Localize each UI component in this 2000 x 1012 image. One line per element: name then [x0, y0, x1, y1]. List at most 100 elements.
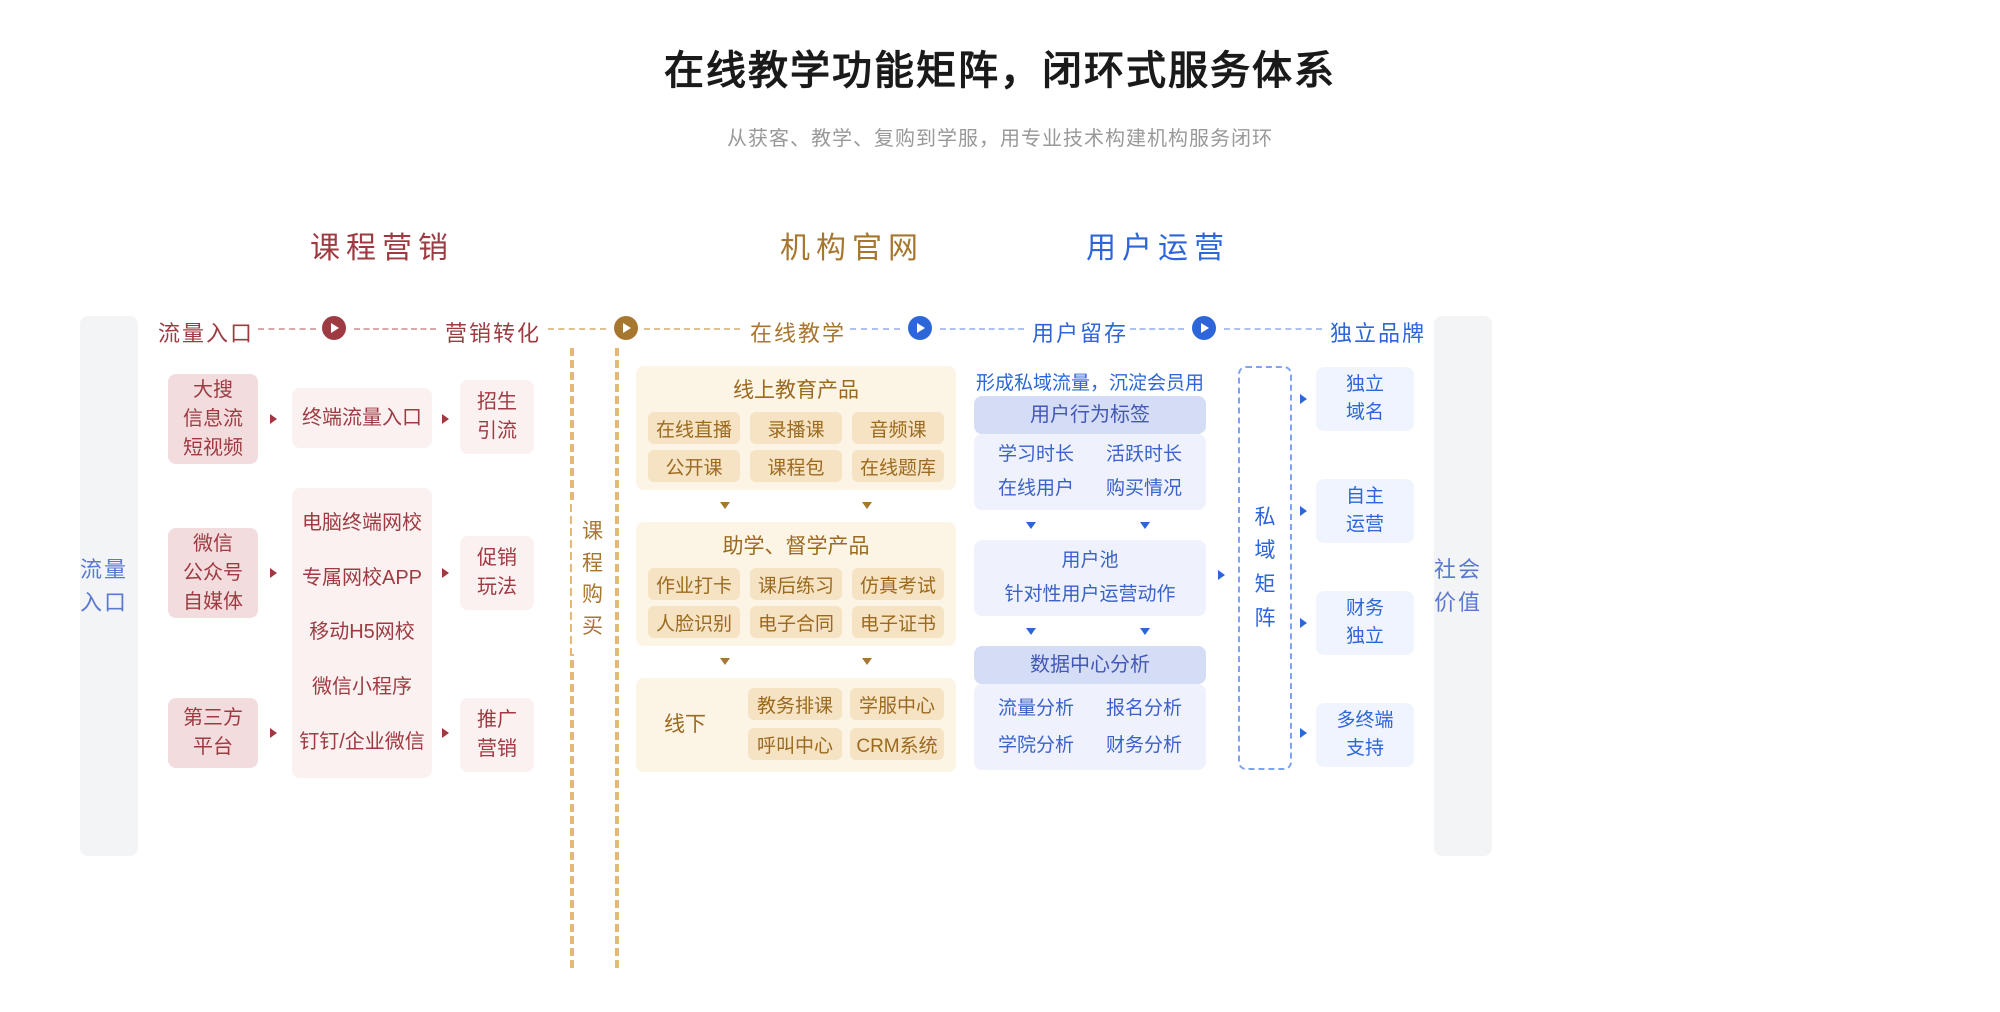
chip: CRM系统 — [850, 728, 944, 760]
blue-tag-panel: 学习时长 活跃时长 在线用户 购买情况 — [974, 434, 1206, 510]
red-dasou: 大搜 信息流 短视频 — [168, 374, 258, 464]
dash-connector — [258, 328, 316, 330]
subh-retain: 用户留存 — [1032, 316, 1128, 348]
caret-icon — [270, 568, 277, 578]
private-matrix: 私域矩阵 — [1238, 366, 1292, 770]
chip: 课后练习 — [750, 568, 842, 600]
chip: 电子证书 — [852, 606, 944, 638]
chip: 学服中心 — [850, 688, 944, 720]
blue-data-panel: 流量分析 报名分析 学院分析 财务分析 — [974, 684, 1206, 770]
dash-connector — [1130, 328, 1184, 330]
chip: 呼叫中心 — [748, 728, 842, 760]
caret-icon — [1218, 570, 1225, 580]
brand-domain: 独立 域名 — [1316, 367, 1414, 431]
subh-brand: 独立品牌 — [1330, 316, 1426, 348]
play-icon — [1192, 316, 1216, 340]
assist-title: 助学、督学产品 — [723, 532, 870, 562]
blue-pool: 用户池 针对性用户运营动作 — [974, 540, 1206, 616]
play-icon — [614, 316, 638, 340]
dash-connector — [940, 328, 1024, 330]
course-buy: 课程购买 — [582, 516, 603, 642]
red-enroll: 招生 引流 — [460, 380, 534, 454]
caret-icon — [1300, 618, 1307, 628]
offline-title: 线下 — [664, 710, 706, 740]
brand-terminal: 多终端 支持 — [1316, 703, 1414, 767]
red-platform-list: 电脑终端网校 专属网校APP 移动H5网校 微信小程序 钉钉/企业微信 — [292, 488, 432, 778]
chip: 录播课 — [750, 412, 842, 444]
caret-icon — [270, 414, 277, 424]
caret-down-icon — [862, 502, 872, 509]
caret-down-icon — [1026, 522, 1036, 529]
right-value-label: 社会价值 — [1434, 553, 1492, 619]
chip: 公开课 — [648, 450, 740, 482]
dash-connector — [644, 328, 740, 330]
caret-icon — [1300, 506, 1307, 516]
subh-teach: 在线教学 — [750, 316, 846, 348]
section-official: 机构官网 — [780, 223, 924, 267]
chip: 课程包 — [750, 450, 842, 482]
caret-icon — [442, 728, 449, 738]
dash-connector — [354, 328, 436, 330]
play-icon — [908, 316, 932, 340]
blue-tag-item: 学习时长 — [984, 441, 1088, 469]
red-item: 移动H5网校 — [309, 618, 415, 647]
brand-finance: 财务 独立 — [1316, 591, 1414, 655]
red-promo: 促销 玩法 — [460, 536, 534, 610]
blue-tag-item: 活跃时长 — [1092, 441, 1196, 469]
blue-data-title: 数据中心分析 — [974, 646, 1206, 684]
dash-connector — [548, 328, 606, 330]
red-item: 钉钉/企业微信 — [299, 728, 425, 757]
caret-down-icon — [720, 502, 730, 509]
subh-convert: 营销转化 — [445, 316, 541, 348]
caret-down-icon — [1140, 628, 1150, 635]
dash-connector — [850, 328, 900, 330]
caret-icon — [270, 728, 277, 738]
caret-icon — [1300, 728, 1307, 738]
section-header-row: 课程营销 机构官网 用户运营 — [0, 223, 2000, 273]
chip: 人脸识别 — [648, 606, 740, 638]
caret-down-icon — [862, 658, 872, 665]
course-buy-wrap: 课程购买 — [572, 504, 613, 654]
blue-data-item: 学院分析 — [984, 732, 1088, 760]
red-terminal: 终端流量入口 — [292, 388, 432, 448]
private-matrix-label: 私域矩阵 — [1255, 501, 1276, 635]
red-item: 电脑终端网校 — [302, 509, 422, 538]
chip: 仿真考试 — [852, 568, 944, 600]
chip: 音频课 — [852, 412, 944, 444]
caret-down-icon — [1026, 628, 1036, 635]
red-thirdparty: 第三方 平台 — [168, 698, 258, 768]
section-operation: 用户运营 — [1086, 223, 1230, 267]
chip: 电子合同 — [750, 606, 842, 638]
page-subtitle: 从获客、教学、复购到学服，用专业技术构建机构服务闭环 — [0, 122, 2000, 151]
pool-title: 用户池 — [1061, 547, 1118, 575]
dash-connector — [1224, 328, 1322, 330]
blue-tag-item: 购买情况 — [1092, 475, 1196, 503]
chip: 教务排课 — [748, 688, 842, 720]
page-title: 在线教学功能矩阵，闭环式服务体系 — [0, 38, 2000, 96]
brand-self: 自主 运营 — [1316, 479, 1414, 543]
red-item: 专属网校APP — [302, 564, 422, 593]
caret-icon — [442, 568, 449, 578]
brown-vline — [570, 348, 574, 968]
chip: 在线题库 — [852, 450, 944, 482]
blue-data-item: 流量分析 — [984, 695, 1088, 723]
online-title: 线上教育产品 — [733, 376, 859, 406]
blue-tag-title: 用户行为标签 — [974, 396, 1206, 434]
red-spread: 推广 营销 — [460, 698, 534, 772]
sub-header-row: 流量入口 营销转化 在线教学 用户留存 独立品牌 — [0, 316, 2000, 346]
pool-sub: 针对性用户运营动作 — [1004, 581, 1175, 609]
caret-down-icon — [1140, 522, 1150, 529]
subh-traffic: 流量入口 — [158, 316, 254, 348]
caret-icon — [1300, 394, 1307, 404]
blue-data-item: 财务分析 — [1092, 732, 1196, 760]
left-flow-label: 流量入口 — [80, 553, 138, 619]
section-marketing: 课程营销 — [310, 223, 454, 267]
play-icon — [322, 316, 346, 340]
left-flow-bar: 流量入口 — [80, 316, 138, 856]
chip: 在线直播 — [648, 412, 740, 444]
brown-vline — [615, 348, 619, 968]
red-weixin: 微信 公众号 自媒体 — [168, 528, 258, 618]
red-item: 微信小程序 — [312, 673, 412, 702]
caret-down-icon — [720, 658, 730, 665]
caret-icon — [442, 414, 449, 424]
